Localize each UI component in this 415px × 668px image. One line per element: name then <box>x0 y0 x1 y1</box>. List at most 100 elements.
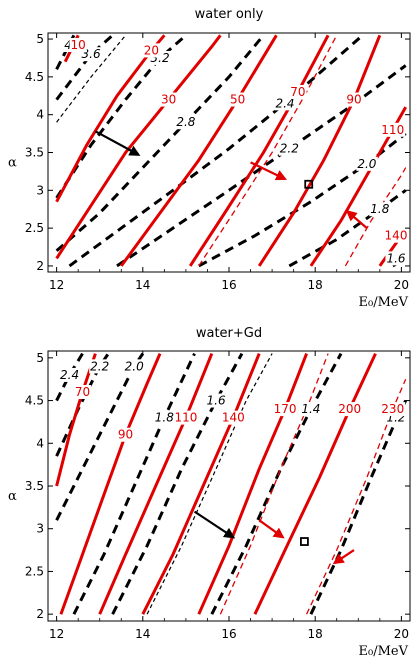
y-tick-label: 4.5 <box>25 70 44 84</box>
black-contour-2 <box>55 34 114 101</box>
black-contour-6 <box>68 34 364 268</box>
x-tick-label: 18 <box>308 627 323 641</box>
red-direction-arrow <box>258 519 285 539</box>
label-background <box>369 202 391 217</box>
y-axis-label: α <box>8 489 17 504</box>
y-tick-label: 4 <box>36 436 44 450</box>
black-contour-label: 1.4 <box>301 402 320 416</box>
x-tick-label: 16 <box>221 278 236 292</box>
x-tick-label: 20 <box>394 627 409 641</box>
label-background <box>380 122 406 137</box>
x-tick-label: 16 <box>221 627 236 641</box>
label-background <box>173 410 199 425</box>
label-background <box>380 402 406 417</box>
black-direction-arrow <box>193 510 236 539</box>
red-direction-arrow <box>332 549 355 565</box>
red-contour-label: 50 <box>230 93 245 107</box>
best-fit-marker <box>304 179 314 189</box>
black-contour-label: 2.0 <box>125 359 144 373</box>
y-tick-label: 2.5 <box>25 221 44 235</box>
black-contour-label: 2.2 <box>280 142 299 156</box>
black-contour-label: 2.4 <box>275 96 294 110</box>
label-background <box>89 359 111 374</box>
red-contour-label: 110 <box>381 123 404 137</box>
x-tick-label: 14 <box>135 278 150 292</box>
x-axis-label: E₀/MeV <box>359 644 409 659</box>
label-background <box>153 410 176 425</box>
red-contour-5 <box>188 34 330 267</box>
black-contour-label: 2.0 <box>357 157 376 171</box>
label-background <box>289 84 307 99</box>
label-background <box>345 92 363 107</box>
label-background <box>274 96 296 111</box>
red-contour-label: 70 <box>290 85 305 99</box>
red-contour-2 <box>59 353 162 615</box>
red-contour-label: 20 <box>144 43 159 57</box>
red-contour-label: 200 <box>338 402 361 416</box>
black-contour-label: 1.6 <box>386 251 405 265</box>
red-contour-8 <box>306 378 407 615</box>
black-contour-3 <box>55 352 145 521</box>
black-contour-9 <box>288 189 407 268</box>
black-contour-label: 2.4 <box>60 368 79 382</box>
label-background <box>300 402 322 417</box>
red-contour-label: 230 <box>381 402 404 416</box>
y-tick-label: 2 <box>36 259 44 273</box>
label-background <box>385 251 407 266</box>
black-contour-label: 1.8 <box>370 202 389 216</box>
label-background <box>116 427 135 442</box>
red-contour-6 <box>219 353 329 615</box>
label-background <box>73 385 92 400</box>
y-axis-label: α <box>8 156 17 171</box>
red-contour-4 <box>120 34 278 267</box>
black-contour-3 <box>56 34 127 123</box>
label-background <box>69 38 87 52</box>
label-background <box>278 141 300 156</box>
red-contour-label: 140 <box>385 229 408 243</box>
label-background <box>142 43 161 58</box>
label-background <box>383 228 409 243</box>
y-tick-label: 5 <box>36 351 44 365</box>
label-background <box>220 410 246 425</box>
chart-panel-1: water only4.03.63.22.82.42.22.01.81.6102… <box>8 7 411 310</box>
x-tick-label: 12 <box>49 278 64 292</box>
black-contour-5 <box>55 34 265 252</box>
red-contour-3 <box>98 353 214 615</box>
y-tick-label: 2 <box>36 607 44 621</box>
y-tick-label: 4.5 <box>25 394 44 408</box>
red-direction-arrow <box>250 161 288 181</box>
black-contour-label: 1.8 <box>155 411 174 425</box>
red-contour-label: 170 <box>274 402 297 416</box>
red-contour-label: 90 <box>346 93 361 107</box>
x-tick-label: 20 <box>394 278 409 292</box>
black-contour-label: 2.2 <box>90 359 109 373</box>
red-contour-label: 110 <box>174 411 197 425</box>
label-background <box>228 92 247 107</box>
black-contour-8 <box>309 399 408 615</box>
black-contour-6 <box>146 353 273 615</box>
label-background <box>175 115 197 130</box>
red-contour-7 <box>257 34 382 267</box>
red-direction-arrow <box>345 210 368 229</box>
red-contour-1 <box>55 353 97 487</box>
red-contour-5 <box>197 353 308 615</box>
red-contour-3 <box>55 34 222 260</box>
y-tick-label: 2.5 <box>25 564 44 578</box>
label-background <box>59 367 81 382</box>
red-contour-label: 30 <box>161 93 176 107</box>
y-tick-label: 3.5 <box>25 479 44 493</box>
chart-title: water+Gd <box>196 326 262 341</box>
black-contour-1 <box>55 352 84 402</box>
y-tick-label: 3 <box>36 522 44 536</box>
red-contour-7 <box>253 352 377 615</box>
best-fit-marker <box>300 537 309 546</box>
y-tick-label: 5 <box>36 32 44 46</box>
black-direction-arrow <box>94 130 141 156</box>
x-axis-label: E₀/MeV <box>359 295 409 310</box>
plot-frame <box>47 32 411 273</box>
label-background <box>205 393 227 408</box>
x-tick-label: 18 <box>308 278 323 292</box>
y-tick-label: 3 <box>36 183 44 197</box>
label-background <box>160 92 178 107</box>
